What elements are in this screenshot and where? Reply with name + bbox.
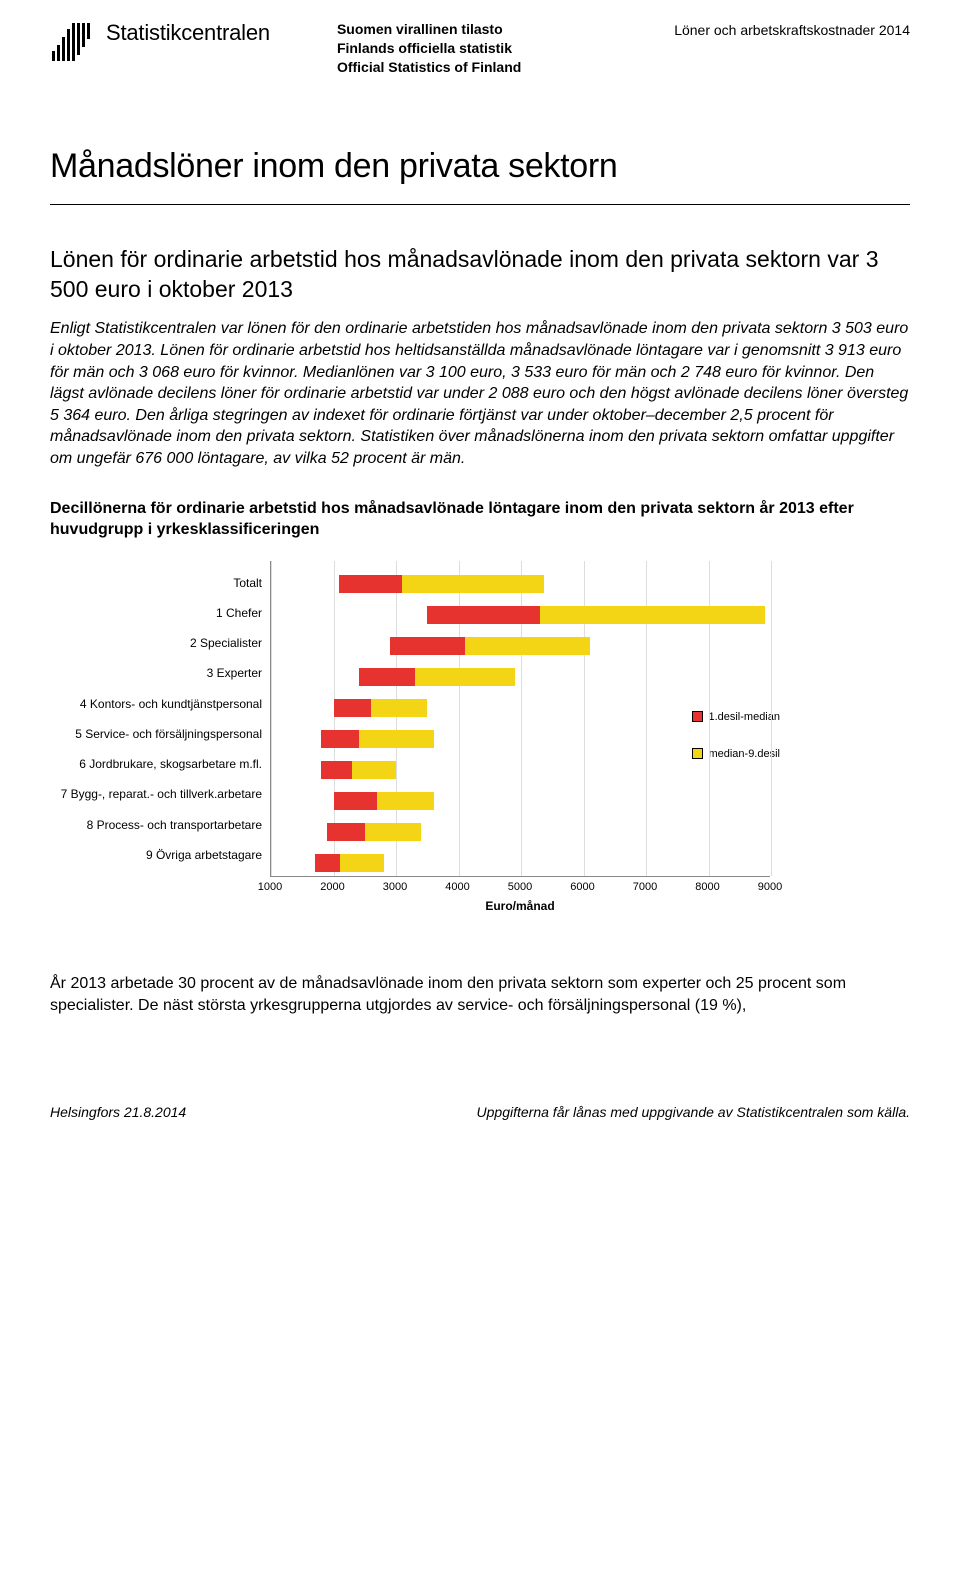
chart-x-tick: 4000: [445, 881, 469, 893]
chart-x-title: Euro/månad: [270, 899, 770, 913]
bar-segment-median-d9: [365, 823, 421, 841]
chart-bar-row: [334, 792, 434, 810]
chart-bar-row: [334, 699, 428, 717]
bar-segment-median-d9: [402, 575, 544, 593]
bar-segment-median-d9: [352, 761, 396, 779]
chart-category-label: 2 Specialister: [50, 629, 262, 657]
footer-source-note: Uppgifterna får lånas med uppgivande av …: [477, 1104, 910, 1120]
chart-x-tick: 5000: [508, 881, 532, 893]
title-rule: [50, 204, 910, 205]
chart-plot-area: 1.desil-median median-9.desil: [270, 561, 770, 877]
chart-x-tick: 3000: [383, 881, 407, 893]
subtitle-sv: Finlands officiella statistik: [337, 39, 521, 58]
chart-x-tick: 7000: [633, 881, 657, 893]
official-stats-subtitles: Suomen virallinen tilasto Finlands offic…: [337, 20, 521, 77]
bar-segment-median-d9: [377, 792, 433, 810]
statistikcentralen-logo-icon: [50, 21, 92, 63]
chart-bar-row: [321, 761, 396, 779]
chart-category-label: 1 Chefer: [50, 599, 262, 627]
legend-swatch-red: [692, 711, 703, 722]
subtitle-en: Official Statistics of Finland: [337, 58, 521, 77]
chart-bar-row: [359, 668, 515, 686]
bar-segment-median-d9: [415, 668, 515, 686]
bar-segment-d1-median: [359, 668, 415, 686]
legend-swatch-yellow: [692, 748, 703, 759]
bar-segment-median-d9: [540, 606, 765, 624]
chart-category-label: 5 Service- och försäljningspersonal: [50, 720, 262, 748]
bar-segment-d1-median: [390, 637, 465, 655]
brand-name: Statistikcentralen: [106, 20, 270, 46]
decile-chart: Totalt1 Chefer2 Specialister3 Experter 4 …: [50, 561, 770, 913]
page-title: Månadslöner inom den privata sektorn: [50, 147, 910, 186]
subtitle-fi: Suomen virallinen tilasto: [337, 20, 521, 39]
chart-bar-row: [321, 730, 434, 748]
chart-category-label: Totalt: [50, 569, 262, 597]
chart-category-label: 7 Bygg-, reparat.- och tillverk.arbetare: [50, 780, 262, 808]
header-left: Statistikcentralen Suomen virallinen til…: [50, 20, 521, 77]
bar-segment-d1-median: [427, 606, 540, 624]
bar-segment-median-d9: [465, 637, 590, 655]
closing-paragraph: År 2013 arbetade 30 procent av de månads…: [50, 973, 910, 1018]
intro-paragraph: Enligt Statistikcentralen var lönen för …: [50, 318, 910, 469]
chart-bar-row: [339, 575, 544, 593]
chart-title: Decillönerna för ordinarie arbetstid hos…: [50, 498, 910, 541]
chart-x-tick: 1000: [258, 881, 282, 893]
chart-bar-row: [327, 823, 421, 841]
chart-x-tick: 9000: [758, 881, 782, 893]
footer-date: Helsingfors 21.8.2014: [50, 1104, 186, 1120]
bar-segment-median-d9: [371, 699, 427, 717]
chart-y-labels: Totalt1 Chefer2 Specialister3 Experter 4 …: [50, 561, 270, 877]
page-header: Statistikcentralen Suomen virallinen til…: [50, 20, 910, 77]
chart-category-label: 4 Kontors- och kundtjänstpersonal: [50, 690, 262, 718]
sub-heading: Lönen för ordinarie arbetstid hos månads…: [50, 245, 910, 305]
chart-category-label: 3 Experter: [50, 659, 262, 687]
chart-x-tick: 6000: [570, 881, 594, 893]
legend-item-median-d9: median-9.desil: [692, 748, 780, 760]
legend-item-d1-median: 1.desil-median: [692, 711, 780, 723]
bar-segment-d1-median: [327, 823, 365, 841]
bar-segment-d1-median: [339, 575, 402, 593]
legend-label-2: median-9.desil: [708, 748, 780, 760]
page-footer: Helsingfors 21.8.2014 Uppgifterna får lå…: [50, 1098, 910, 1120]
chart-bar-row: [427, 606, 765, 624]
bar-segment-d1-median: [334, 699, 372, 717]
header-category: Löner och arbetskraftskostnader 2014: [674, 20, 910, 38]
chart-gridline: [771, 561, 772, 876]
bar-segment-d1-median: [321, 730, 359, 748]
chart-bar-row: [390, 637, 590, 655]
chart-bar-row: [315, 854, 384, 872]
legend-label-1: 1.desil-median: [708, 711, 780, 723]
bar-segment-d1-median: [334, 792, 378, 810]
bar-segment-d1-median: [315, 854, 340, 872]
chart-x-ticks: 100020003000400050006000700080009000: [270, 877, 770, 897]
chart-category-label: 9 Övriga arbetstagare: [50, 841, 262, 869]
chart-x-tick: 2000: [320, 881, 344, 893]
bar-segment-median-d9: [359, 730, 434, 748]
chart-category-label: 8 Process- och transportarbetare: [50, 811, 262, 839]
chart-category-label: 6 Jordbrukare, skogsarbetare m.fl.: [50, 750, 262, 778]
chart-gridline: [271, 561, 272, 876]
bar-segment-d1-median: [321, 761, 352, 779]
bar-segment-median-d9: [340, 854, 384, 872]
chart-x-tick: 8000: [695, 881, 719, 893]
chart-legend: 1.desil-median median-9.desil: [692, 711, 780, 785]
